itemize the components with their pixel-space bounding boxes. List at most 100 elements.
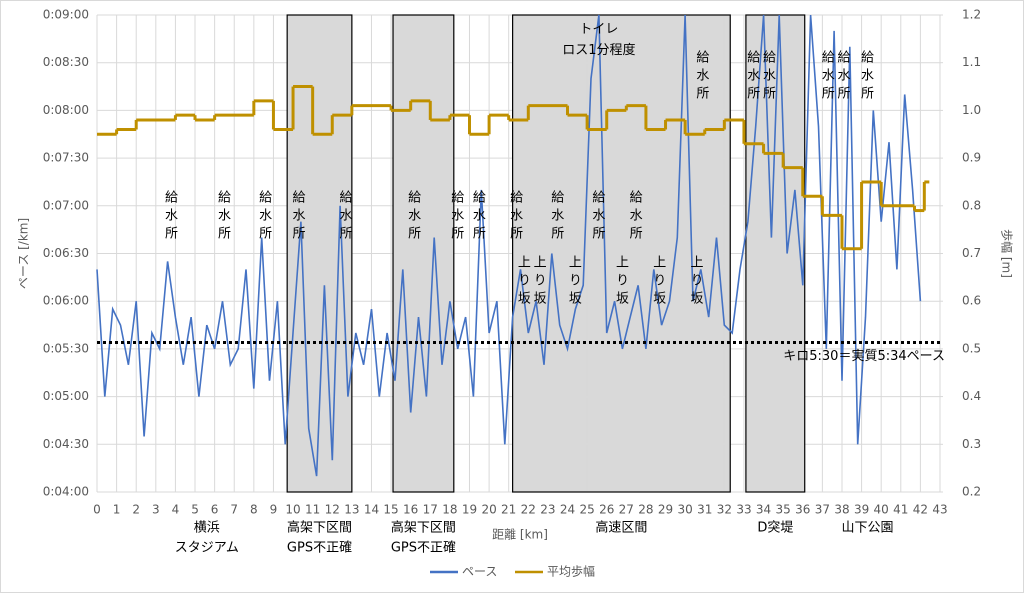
- y2-tick-label: 0.8: [962, 198, 981, 212]
- y-tick-label: 0:09:00: [43, 8, 89, 22]
- annotation: 給水所: [760, 50, 776, 104]
- x-tick-label: 34: [756, 503, 771, 517]
- note: ロス1分程度: [562, 42, 635, 58]
- x-tick-label: 3: [152, 503, 160, 517]
- x-tick-label: 29: [658, 503, 673, 517]
- region-label: 高架下区間: [391, 520, 456, 536]
- y2-tick-label: 0.2: [962, 485, 981, 499]
- region-border: [512, 14, 731, 493]
- region-label: GPS不正確: [287, 540, 352, 556]
- annotation: 上り坂: [613, 255, 629, 309]
- y2-tick-label: 0.7: [962, 246, 981, 260]
- y-tick-label: 0:07:00: [43, 198, 89, 212]
- annotation: 給水所: [744, 50, 760, 104]
- x-tick-label: 42: [913, 503, 928, 517]
- region-label: 高速区間: [595, 520, 647, 536]
- x-tick-label: 41: [893, 503, 908, 517]
- x-tick-label: 2: [132, 503, 140, 517]
- x-tick-label: 20: [481, 503, 496, 517]
- x-tick-label: 9: [270, 503, 278, 517]
- y2-tick-label: 0.5: [962, 341, 981, 355]
- annotation: 給水所: [337, 190, 353, 244]
- y-tick-label: 0:04:30: [43, 437, 89, 451]
- x-tick-label: 14: [364, 503, 379, 517]
- x-tick-label: 4: [172, 503, 180, 517]
- x-tick-label: 8: [250, 503, 258, 517]
- note: トイレ: [579, 22, 618, 37]
- region-label: D突堤: [757, 520, 793, 536]
- x-tick-label: 19: [462, 503, 477, 517]
- region-label: 高架下区間: [287, 520, 352, 536]
- annotation: 給水所: [589, 190, 605, 244]
- x-tick-label: 24: [560, 503, 575, 517]
- x-tick-label: 17: [423, 503, 438, 517]
- annotation: 給水所: [858, 50, 874, 104]
- region-border: [745, 14, 806, 493]
- x-tick-label: 25: [579, 503, 594, 517]
- x-tick-label: 16: [403, 503, 418, 517]
- x-tick-label: 26: [599, 503, 614, 517]
- annotation: 給水所: [548, 190, 564, 244]
- annotation: 上り坂: [566, 255, 582, 309]
- x-tick-label: 10: [285, 503, 300, 517]
- region-label: GPS不正確: [391, 540, 456, 556]
- y-tick-label: 0:04:00: [43, 485, 89, 499]
- x-tick-label: 13: [344, 503, 359, 517]
- annotation: 給水所: [215, 190, 231, 244]
- annotation: 給水所: [627, 190, 643, 244]
- place-label: スタジアム: [175, 541, 239, 556]
- annotation: 上り坂: [687, 255, 703, 309]
- x-tick-label: 0: [93, 503, 101, 517]
- reference-label: キロ5:30＝実質5:34ペース: [783, 348, 945, 364]
- annotation: 給水所: [470, 190, 486, 244]
- x-tick-label: 6: [211, 503, 219, 517]
- annotation: 上り坂: [650, 255, 666, 309]
- y2-axis-title: 歩幅 [m]: [1000, 229, 1015, 278]
- x-tick-label: 40: [874, 503, 889, 517]
- x-tick-label: 15: [383, 503, 398, 517]
- y-tick-label: 0:06:30: [43, 246, 89, 260]
- y2-tick-label: 0.4: [962, 389, 981, 403]
- y2-tick-label: 0.6: [962, 294, 981, 308]
- annotation: 上り坂: [515, 255, 531, 309]
- y2-tick-label: 1.0: [962, 103, 981, 117]
- x-tick-label: 32: [717, 503, 732, 517]
- x-axis-title: 距離 [km]: [492, 528, 548, 542]
- legend-label: ペース: [462, 565, 497, 579]
- place-label: 横浜: [194, 521, 220, 536]
- x-tick-label: 31: [697, 503, 712, 517]
- place-label: 山下公園: [841, 521, 893, 536]
- x-tick-label: 43: [932, 503, 947, 517]
- x-tick-label: 27: [619, 503, 634, 517]
- annotation: 給水所: [448, 190, 464, 244]
- annotation: 給水所: [507, 190, 523, 244]
- x-tick-label: 11: [305, 503, 320, 517]
- annotation: 給水所: [256, 190, 272, 244]
- x-tick-label: 21: [501, 503, 516, 517]
- y2-tick-label: 1.2: [962, 8, 981, 22]
- y-tick-label: 0:07:30: [43, 151, 89, 165]
- pace-line: [96, 14, 922, 477]
- y-tick-label: 0:08:00: [43, 103, 89, 117]
- y-tick-label: 0:06:00: [43, 294, 89, 308]
- y-tick-label: 0:05:00: [43, 389, 89, 403]
- annotation: 給水所: [693, 50, 709, 104]
- x-tick-label: 5: [191, 503, 199, 517]
- x-tick-label: 18: [442, 503, 457, 517]
- y2-tick-label: 1.1: [962, 55, 981, 69]
- x-tick-label: 36: [795, 503, 810, 517]
- y-axis-title: ペース [/km]: [17, 218, 31, 289]
- x-tick-label: 33: [736, 503, 751, 517]
- y-tick-label: 0:08:30: [43, 55, 89, 69]
- annotation: 給水所: [405, 190, 421, 244]
- legend-label: 平均歩幅: [547, 564, 595, 579]
- annotation: 給水所: [289, 190, 305, 244]
- region-border: [392, 14, 455, 493]
- data-layer: [96, 14, 930, 477]
- y2-tick-label: 0.3: [962, 437, 981, 451]
- annotation: 上り坂: [531, 255, 547, 309]
- x-tick-label: 37: [815, 503, 830, 517]
- x-tick-label: 12: [325, 503, 340, 517]
